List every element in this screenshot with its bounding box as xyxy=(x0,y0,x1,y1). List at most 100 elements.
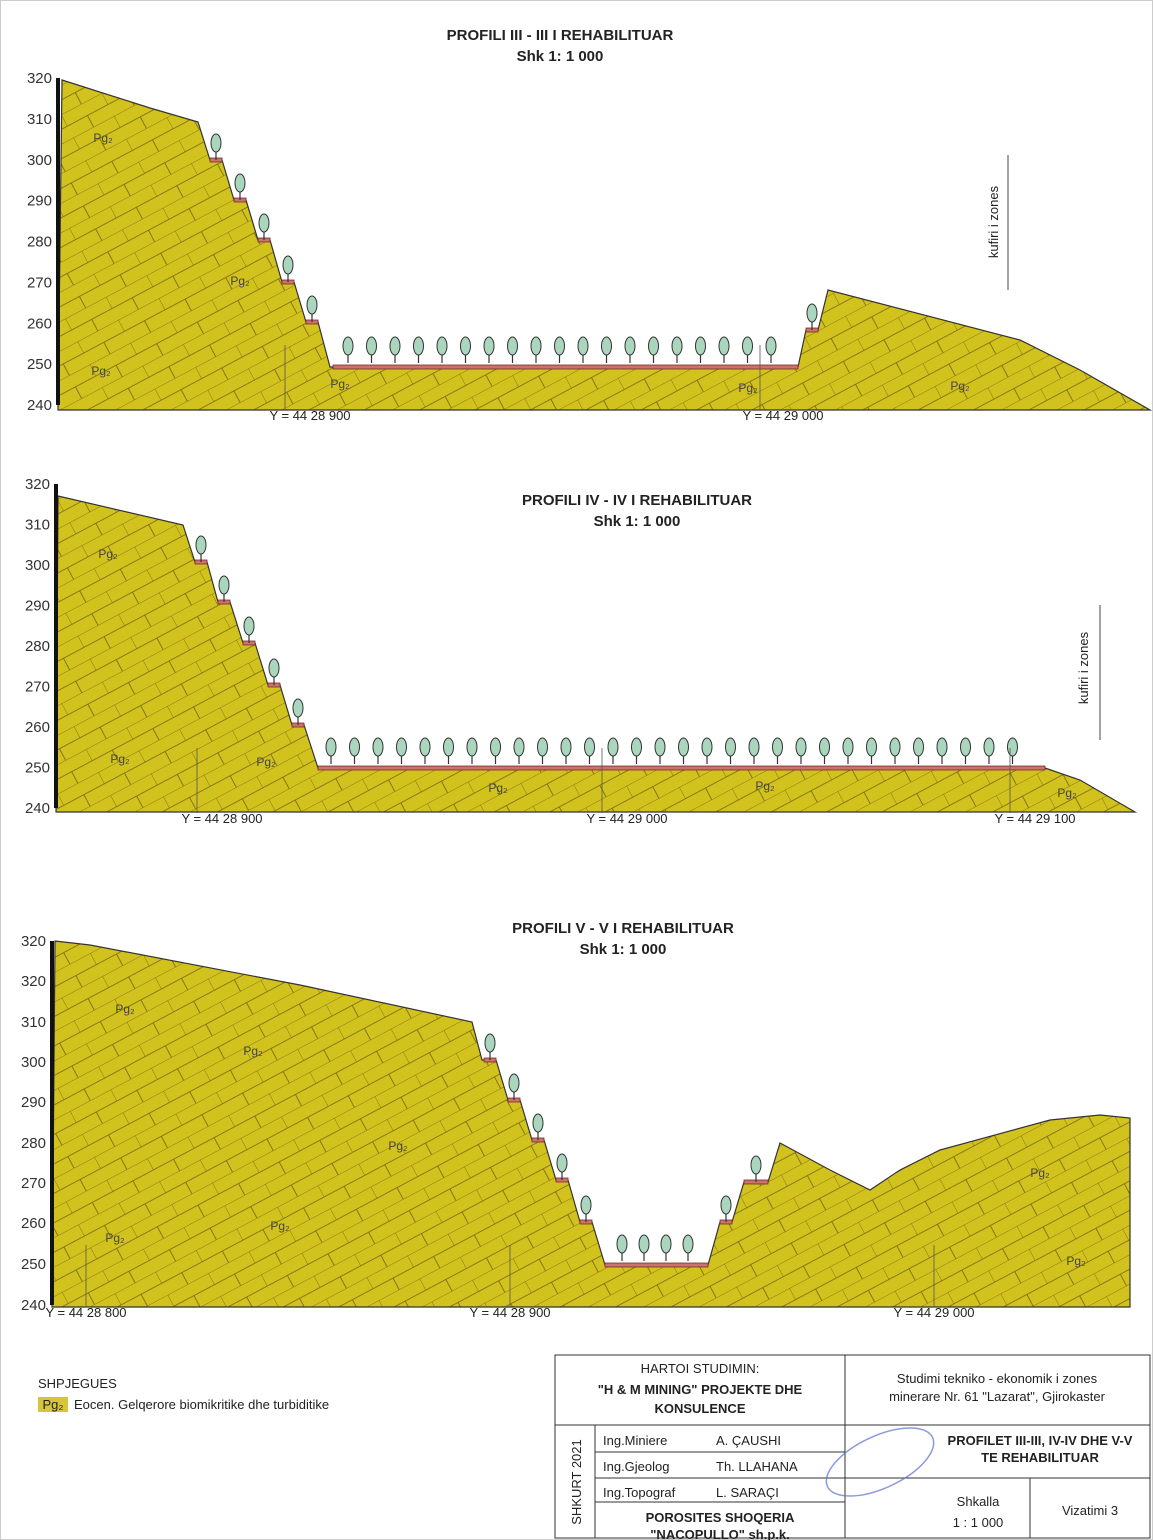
elevation-label: 260 xyxy=(27,315,52,332)
elevation-label: 320 xyxy=(27,70,52,87)
coordinate-label: Y = 44 28 900 xyxy=(269,408,350,423)
tree-crown xyxy=(701,737,713,757)
legend-title: SHPJEGUES xyxy=(38,1376,117,1391)
staff-name: A. ÇAUSHI xyxy=(716,1433,781,1448)
tree-crown xyxy=(819,737,830,757)
tree-crown xyxy=(960,737,971,757)
elevation-label: 290 xyxy=(25,598,50,615)
tree-crown xyxy=(258,213,270,233)
elevation-label: 320 xyxy=(25,476,50,493)
tree-crown xyxy=(325,737,337,757)
elevation-label: 310 xyxy=(25,517,50,534)
tree-crown xyxy=(282,255,294,275)
unit-label: Pg₂ xyxy=(950,379,970,393)
coordinate-label: Y = 44 28 900 xyxy=(469,1305,550,1320)
tree-crown xyxy=(842,737,854,757)
elevation-label: 280 xyxy=(27,234,52,251)
tree-crown xyxy=(720,1195,732,1215)
bench xyxy=(317,765,1046,771)
elevation-label: 250 xyxy=(21,1256,46,1273)
tree-crown xyxy=(292,698,304,718)
unit-label: Pg₂ xyxy=(243,1044,263,1058)
unit-label: Pg₂ xyxy=(330,377,350,391)
tree-crown xyxy=(765,336,777,356)
tree-crown xyxy=(268,658,280,678)
coordinate-label: Y = 44 28 800 xyxy=(45,1305,126,1320)
staff-name: Th. LLAHANA xyxy=(716,1459,798,1474)
elevation-label: 300 xyxy=(21,1054,46,1071)
elevation-label: 300 xyxy=(27,152,52,169)
profile-scale: Shk 1: 1 000 xyxy=(594,513,681,530)
tree-crown xyxy=(243,616,255,636)
unit-label: Pg₂ xyxy=(93,131,113,145)
tree-crown xyxy=(466,737,478,757)
unit-label: Pg₂ xyxy=(488,781,508,795)
tree-crown xyxy=(389,336,401,356)
tree-crown xyxy=(560,737,572,757)
elevation-label: 260 xyxy=(25,719,50,736)
tree-crown xyxy=(195,535,207,555)
tree-crown xyxy=(349,737,360,757)
block-text: Shkalla xyxy=(957,1494,1000,1509)
staff-role: Ing.Miniere xyxy=(603,1433,667,1448)
tree-crown xyxy=(772,737,783,757)
tree-crown xyxy=(513,737,525,757)
profile-title: PROFILI V - V I REHABILITUAR xyxy=(512,920,734,937)
tree-crown xyxy=(234,173,246,193)
tree-crown xyxy=(554,336,565,356)
elevation-label: 240 xyxy=(21,1297,46,1314)
legend-text: Eocen. Gelqerore biomikritike dhe turbid… xyxy=(74,1397,329,1412)
elevation-label: 280 xyxy=(21,1135,46,1152)
tree-crown xyxy=(532,1113,544,1133)
tree-crown xyxy=(306,295,318,315)
tree-crown xyxy=(748,737,760,757)
bench xyxy=(332,364,799,370)
block-text: POROSITES SHOQERIA xyxy=(646,1510,795,1525)
tree-crown xyxy=(718,336,730,356)
block-text: SHKURT 2021 xyxy=(569,1439,584,1525)
zone-label: kufiri i zones xyxy=(986,185,1001,258)
profile-scale: Shk 1: 1 000 xyxy=(580,941,667,958)
elevation-label: 270 xyxy=(25,679,50,696)
block-text: Vizatimi 3 xyxy=(1062,1503,1118,1518)
unit-label: Pg₂ xyxy=(755,779,775,793)
tree-crown xyxy=(654,737,666,757)
unit-label: Pg₂ xyxy=(105,1231,125,1245)
tree-crown xyxy=(530,336,542,356)
profile-scale: Shk 1: 1 000 xyxy=(517,48,604,65)
zone-label: kufiri i zones xyxy=(1076,631,1091,704)
unit-label: Pg₂ xyxy=(270,1219,290,1233)
block-text: 1 : 1 000 xyxy=(953,1515,1004,1530)
tree-crown xyxy=(484,1033,496,1053)
unit-label: Pg₂ xyxy=(1066,1254,1086,1268)
elevation-label: 310 xyxy=(21,1014,46,1031)
terrain xyxy=(55,495,1138,813)
staff-name: L. SARAÇI xyxy=(716,1485,779,1500)
elevation-label: 290 xyxy=(27,193,52,210)
stamp xyxy=(825,1427,935,1497)
tree-crown xyxy=(607,737,619,757)
block-text: Studimi tekniko - ekonomik i zones xyxy=(897,1371,1098,1386)
tree-crown xyxy=(631,737,642,757)
block-text: "H & M MINING" PROJEKTE DHE xyxy=(598,1382,803,1397)
unit-label: Pg₂ xyxy=(230,274,250,288)
staff-role: Ing.Gjeolog xyxy=(603,1459,670,1474)
tree-crown xyxy=(577,336,589,356)
block-text: "NACOPULLO" sh.p.k. xyxy=(650,1527,789,1540)
tree-crown xyxy=(660,1234,672,1254)
elevation-label: 290 xyxy=(21,1094,46,1111)
elevation-label: 260 xyxy=(21,1215,46,1232)
tree-crown xyxy=(460,336,471,356)
tree-crown xyxy=(436,336,448,356)
coordinate-label: Y = 44 29 000 xyxy=(742,408,823,423)
block-text: PROFILET III-III, IV-IV DHE V-V xyxy=(948,1433,1133,1448)
tree-crown xyxy=(507,336,518,356)
unit-label: Pg₂ xyxy=(115,1002,135,1016)
tree-crown xyxy=(1007,737,1018,757)
staff-role: Ing.Topograf xyxy=(603,1485,676,1500)
tree-crown xyxy=(413,336,424,356)
block-text: TE REHABILITUAR xyxy=(981,1450,1099,1465)
tree-crown xyxy=(750,1155,762,1175)
legend-swatch xyxy=(38,1397,68,1412)
